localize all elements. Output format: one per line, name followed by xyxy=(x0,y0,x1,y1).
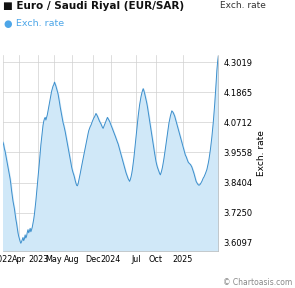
Y-axis label: Exch. rate: Exch. rate xyxy=(257,130,266,176)
Text: © Chartoasis.com: © Chartoasis.com xyxy=(223,278,292,287)
Text: ■ Euro / Saudi Riyal (EUR/SAR): ■ Euro / Saudi Riyal (EUR/SAR) xyxy=(3,1,184,12)
Text: ●: ● xyxy=(3,19,12,29)
Text: Exch. rate: Exch. rate xyxy=(220,1,266,10)
Text: Exch. rate: Exch. rate xyxy=(16,19,64,28)
